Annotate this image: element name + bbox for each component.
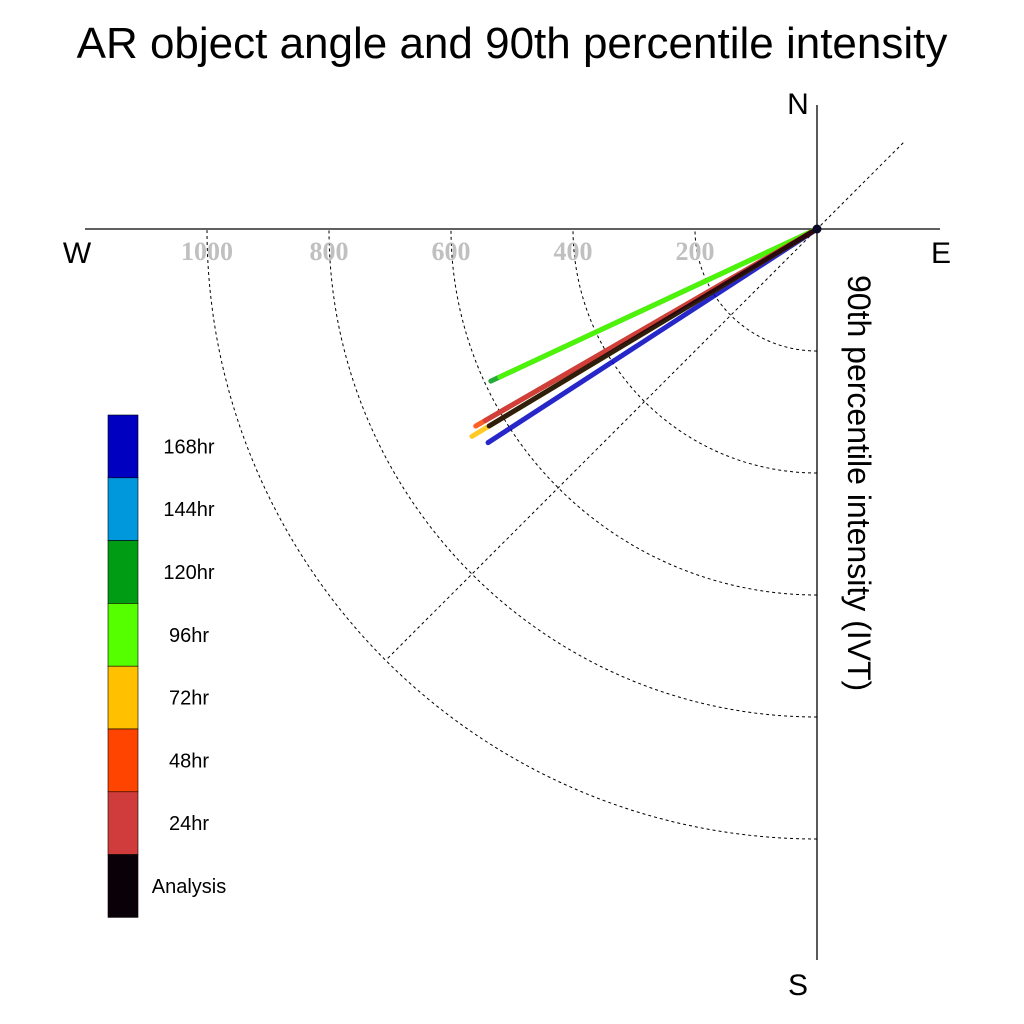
legend-swatch-24hr [107, 791, 139, 855]
vector-analysis [486, 226, 820, 429]
legend-label-144hr: 144hr [163, 499, 214, 521]
legend-label-48hr: 48hr [169, 750, 209, 772]
origin-marker [812, 224, 822, 234]
legend-swatch-48hr [107, 728, 139, 793]
compass-axes [85, 105, 940, 960]
legend-swatch-72hr [107, 665, 139, 730]
ring-label-600: 600 [432, 237, 471, 266]
colorbar-legend: 168hr 144hr 120hr 96hr 72hr 48hr 24hr Analysis [107, 414, 226, 918]
legend-swatch-analysis [107, 854, 139, 918]
ring-600 [450, 228, 818, 596]
ring-1000 [206, 228, 818, 840]
compass-east: E [931, 237, 951, 270]
legend-label-168hr: 168hr [163, 436, 214, 458]
chart-title: AR object angle and 90th percentile inte… [77, 19, 948, 68]
compass-west: W [63, 237, 92, 270]
diagonal-guide-line [385, 142, 904, 661]
vector-96hr [497, 226, 820, 380]
intensity-rings [206, 228, 818, 840]
legend-swatch-120hr [107, 540, 139, 604]
ring-800 [328, 228, 818, 718]
ring-label-1000: 1000 [181, 237, 233, 266]
ring-label-200: 200 [676, 237, 715, 266]
ring-labels: 200 400 600 800 1000 [181, 237, 715, 266]
legend-swatch-168hr [107, 414, 139, 479]
legend-label-analysis: Analysis [152, 876, 226, 898]
legend-swatch-96hr [107, 603, 139, 667]
ring-label-400: 400 [554, 237, 593, 266]
legend-swatch-144hr [107, 477, 139, 541]
legend-label-24hr: 24hr [169, 813, 209, 835]
ring-label-800: 800 [310, 237, 349, 266]
compass-south: S [788, 969, 808, 1002]
compass-north: N [787, 88, 809, 121]
legend-label-120hr: 120hr [163, 562, 214, 584]
legend-label-72hr: 72hr [169, 688, 209, 710]
ring-400 [572, 228, 818, 474]
y-axis-label: 90th percentile intensity (IVT) [841, 275, 877, 691]
guide-line [385, 142, 904, 661]
legend-label-96hr: 96hr [169, 625, 209, 647]
angle-intensity-vectors [469, 226, 820, 446]
ring-200 [694, 228, 818, 352]
